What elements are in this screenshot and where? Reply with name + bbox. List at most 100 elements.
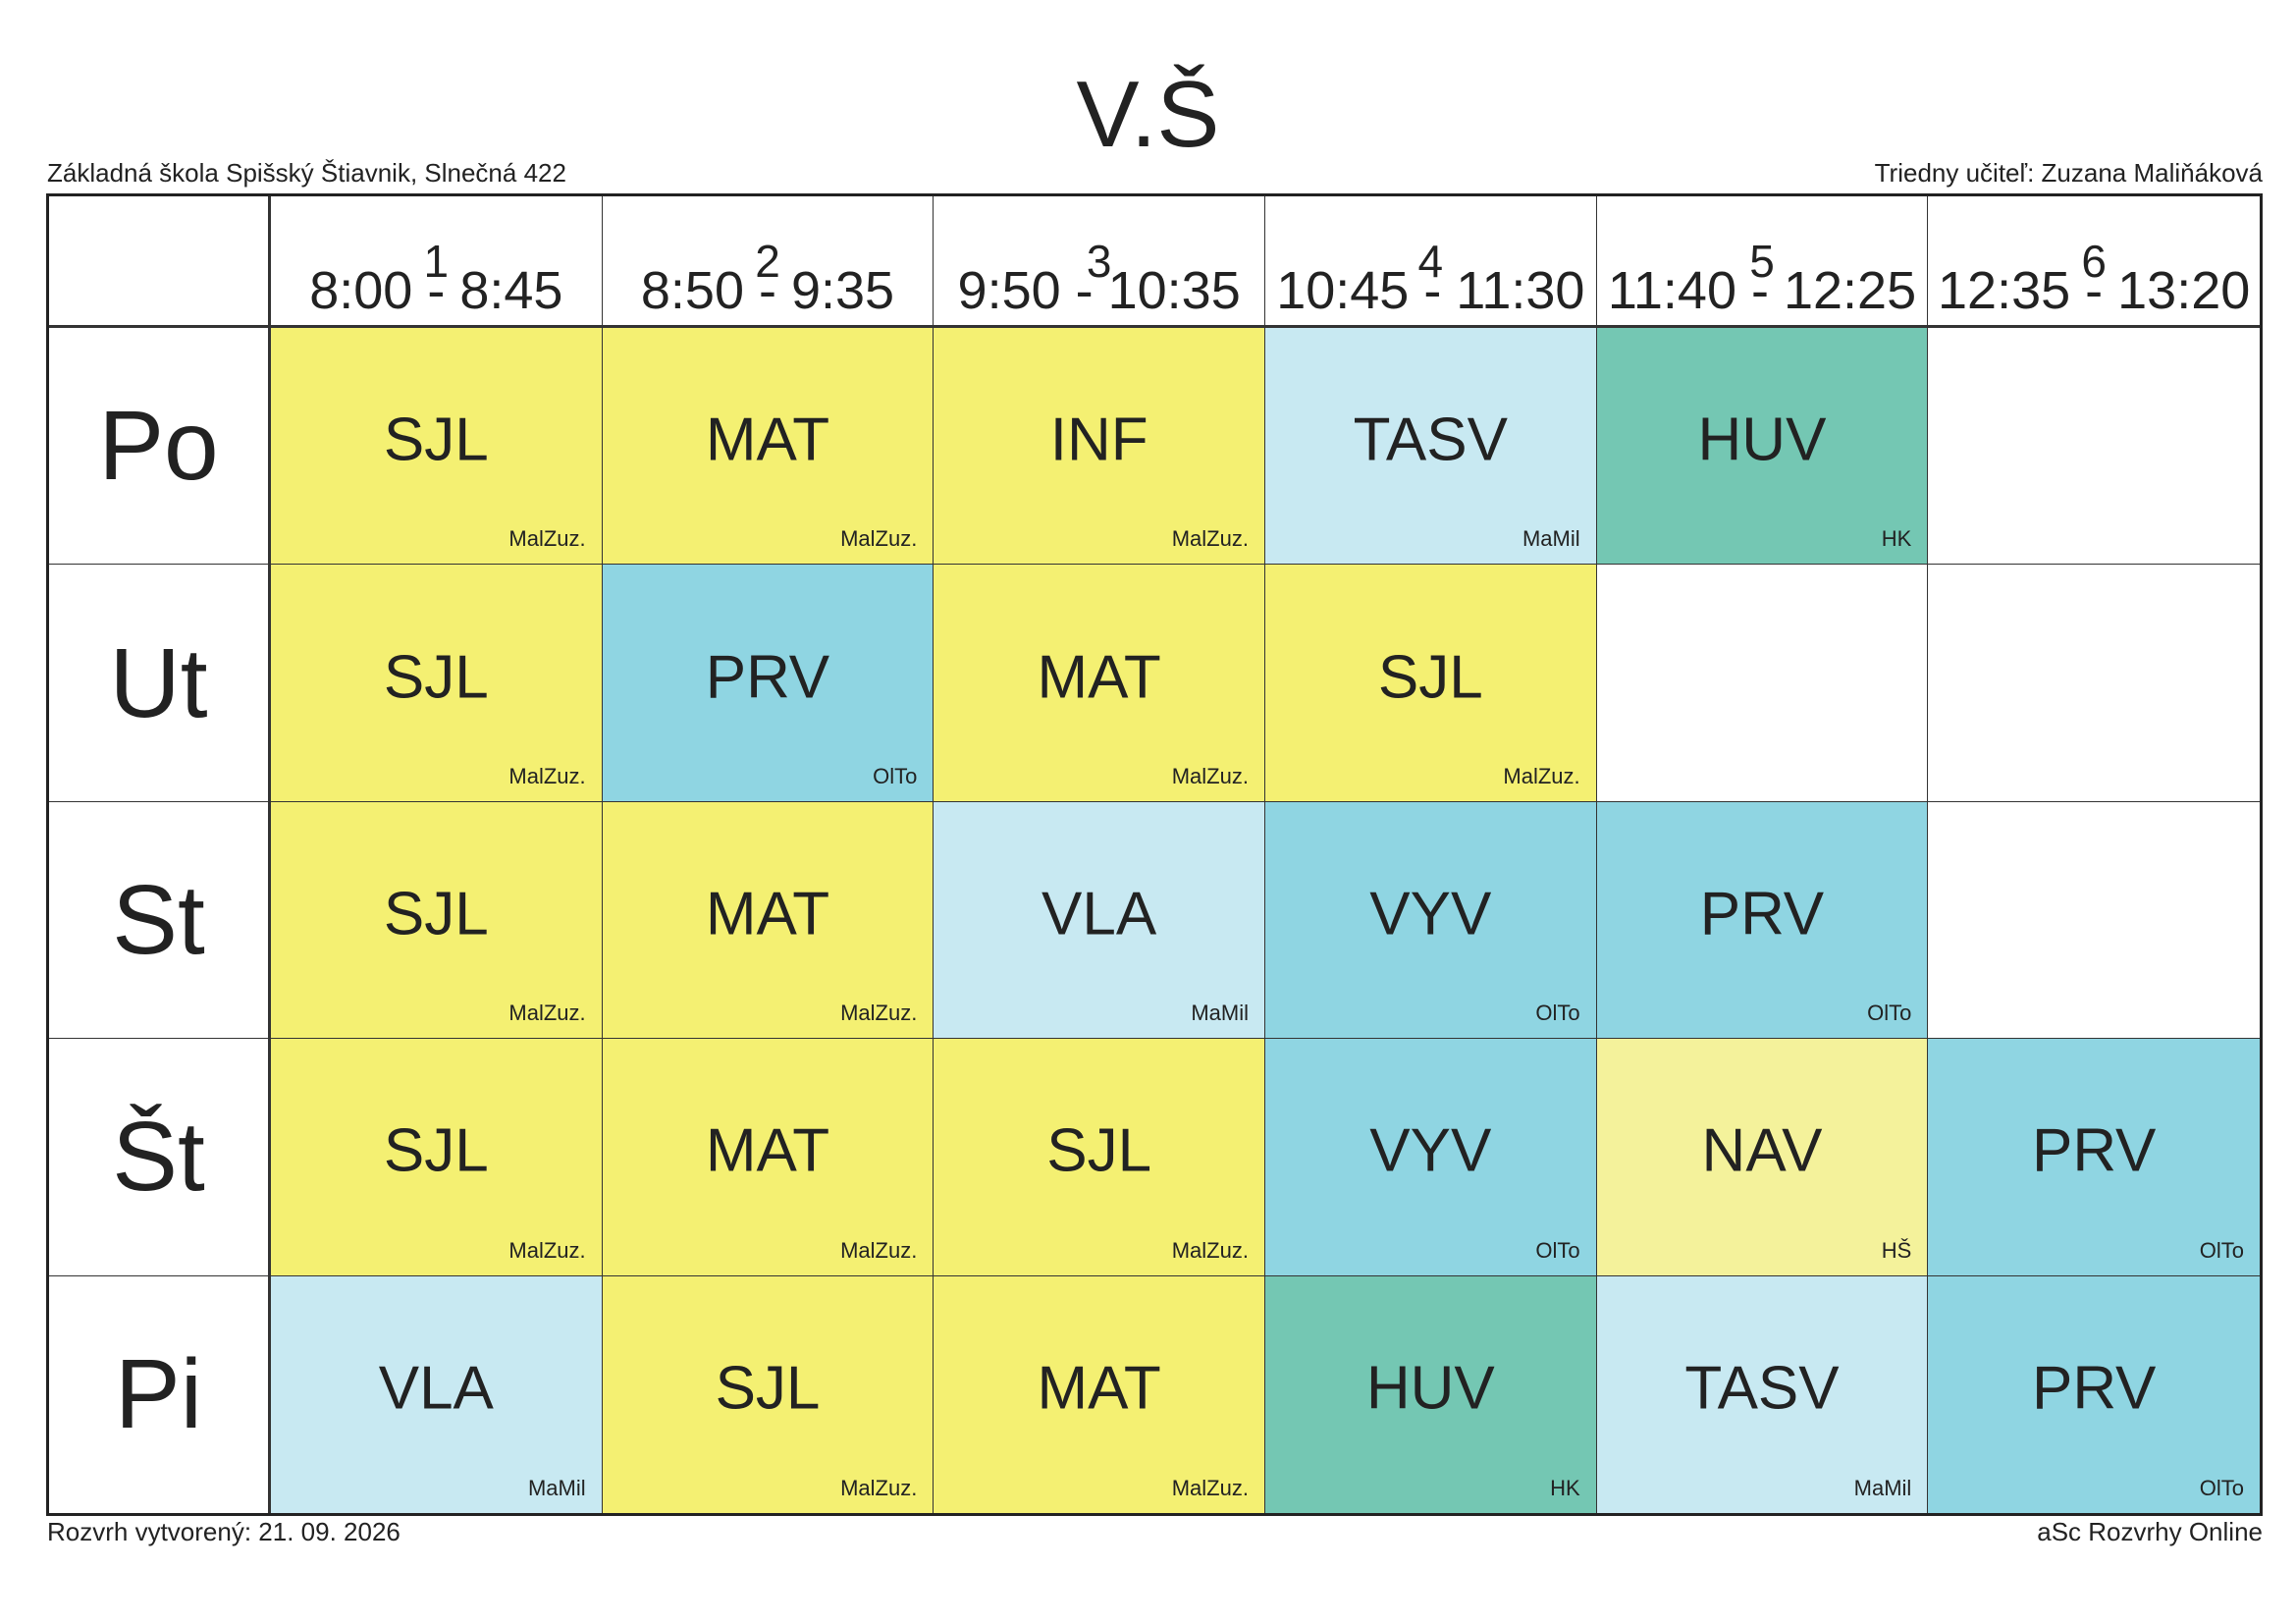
period-header-4: 4 10:45 - 11:30 (1264, 196, 1597, 328)
teacher-label: OlTo (1535, 1237, 1580, 1263)
lesson-cell: NAV HŠ (1596, 1039, 1929, 1276)
teacher-label: HK (1881, 526, 1912, 552)
lesson-cell: INF MalZuz. (934, 328, 1265, 566)
teacher-label: OlTo (873, 763, 918, 788)
teacher-label: MaMil (1522, 526, 1580, 552)
day-cell-ut: Ut (49, 565, 271, 802)
class-title: V.Š (1076, 62, 1220, 167)
lesson-cell: MAT MalZuz. (934, 565, 1265, 802)
teacher-label: MalZuz. (1171, 526, 1249, 552)
period-number: 2 (755, 236, 780, 287)
teacher-label: MalZuz. (1171, 1237, 1249, 1263)
period-number: 4 (1417, 236, 1444, 287)
subject-label: SJL (1046, 1116, 1152, 1185)
day-cell-po: Po (49, 328, 271, 566)
lesson-cell: SJL MalZuz. (271, 328, 603, 566)
teacher-label: OlTo (1867, 1001, 1912, 1026)
subject-label: PRV (2031, 1354, 2157, 1423)
teacher-label: OlTo (2199, 1237, 2244, 1263)
lesson-cell: SJL MalZuz. (271, 1039, 603, 1276)
subject-label: VLA (378, 1354, 494, 1423)
teacher-label: MalZuz. (840, 1475, 918, 1500)
lesson-cell: MAT MalZuz. (602, 801, 934, 1040)
day-cell-st2: Št (49, 1039, 271, 1276)
period-header-5: 5 11:40 - 12:25 (1596, 196, 1929, 328)
period-header-3: 3 9:50 - 10:35 (934, 196, 1265, 328)
period-time: 11:40 - 12:25 (1607, 261, 1917, 320)
subject-label: VLA (1041, 880, 1157, 948)
teacher-label: MalZuz. (1171, 763, 1249, 788)
lesson-cell: TASV MaMil (1264, 328, 1597, 566)
subject-label: PRV (705, 642, 830, 711)
lesson-cell: VLA MaMil (934, 801, 1265, 1040)
teacher-label: HŠ (1881, 1237, 1912, 1263)
day-label: Pi (115, 1339, 202, 1450)
subject-label: PRV (2031, 1116, 2157, 1185)
teacher-label: MaMil (1853, 1475, 1912, 1500)
lesson-cell: SJL MalZuz. (271, 565, 603, 802)
subject-label: SJL (383, 406, 489, 474)
subject-label: TASV (1353, 406, 1508, 474)
lesson-cell: MAT MalZuz. (602, 1039, 934, 1276)
corner-cell (49, 196, 271, 328)
subject-label: HUV (1365, 1354, 1495, 1423)
teacher-label: MalZuz. (1171, 1475, 1249, 1500)
period-number: 1 (423, 236, 450, 287)
subject-label: SJL (715, 1354, 821, 1423)
lesson-cell: SJL MalZuz. (934, 1039, 1265, 1276)
subject-label: HUV (1697, 406, 1827, 474)
subject-label: MAT (705, 406, 830, 474)
subject-label: VYV (1369, 1116, 1492, 1185)
teacher-label: MalZuz. (840, 526, 918, 552)
lesson-cell-empty (1928, 565, 2260, 802)
lesson-cell: SJL MalZuz. (602, 1275, 934, 1513)
lesson-cell: VLA MaMil (271, 1275, 603, 1513)
day-cell-st: St (49, 801, 271, 1040)
teacher-label: MalZuz. (1503, 763, 1580, 788)
day-label: Št (112, 1102, 205, 1213)
period-header-6: 6 12:35 - 13:20 (1928, 196, 2260, 328)
subject-label: VYV (1369, 880, 1492, 948)
period-time: 9:50 - 10:35 (957, 261, 1241, 320)
subject-label: MAT (705, 1116, 830, 1185)
teacher-label: MaMil (527, 1475, 586, 1500)
period-number: 5 (1749, 236, 1775, 287)
subject-label: MAT (1037, 1354, 1161, 1423)
subject-label: SJL (383, 1116, 489, 1185)
teacher-label: MalZuz. (508, 1237, 586, 1263)
period-header-2: 2 8:50 - 9:35 (602, 196, 934, 328)
lesson-cell-empty (1928, 801, 2260, 1040)
lesson-cell: PRV OlTo (1596, 801, 1929, 1040)
lesson-cell: PRV OlTo (1928, 1039, 2260, 1276)
period-time: 10:45 - 11:30 (1276, 261, 1585, 320)
subject-label: INF (1049, 406, 1148, 474)
lesson-cell: HUV HK (1596, 328, 1929, 566)
lesson-cell: SJL MalZuz. (271, 801, 603, 1040)
teacher-label: MalZuz. (508, 1001, 586, 1026)
subject-label: NAV (1701, 1116, 1823, 1185)
lesson-cell-empty (1596, 565, 1929, 802)
teacher-label: MalZuz. (840, 1001, 918, 1026)
subject-label: SJL (383, 880, 489, 948)
subject-label: SJL (1377, 642, 1483, 711)
day-label: Ut (109, 627, 208, 738)
teacher-label: OlTo (2199, 1475, 2244, 1500)
class-teacher: Triedny učiteľ: Zuzana Maliňáková (1874, 158, 2263, 188)
period-time: 8:50 - 9:35 (640, 261, 895, 320)
lesson-cell: PRV OlTo (602, 565, 934, 802)
period-number: 3 (1086, 236, 1112, 287)
lesson-cell: PRV OlTo (1928, 1275, 2260, 1513)
subject-label: PRV (1699, 880, 1825, 948)
created-date: Rozvrh vytvorený: 21. 09. 2026 (47, 1517, 400, 1546)
teacher-label: OlTo (1535, 1001, 1580, 1026)
teacher-label: MalZuz. (840, 1237, 918, 1263)
teacher-label: MaMil (1191, 1001, 1249, 1026)
lesson-cell: SJL MalZuz. (1264, 565, 1597, 802)
day-cell-pi: Pi (49, 1275, 271, 1513)
teacher-label: MalZuz. (508, 526, 586, 552)
subject-label: SJL (383, 642, 489, 711)
teacher-label: MalZuz. (508, 763, 586, 788)
subject-label: MAT (705, 880, 830, 948)
day-label: St (112, 864, 205, 975)
timetable-grid: 1 8:00 - 8:45 2 8:50 - 9:35 3 9:50 - 10:… (46, 193, 2263, 1516)
